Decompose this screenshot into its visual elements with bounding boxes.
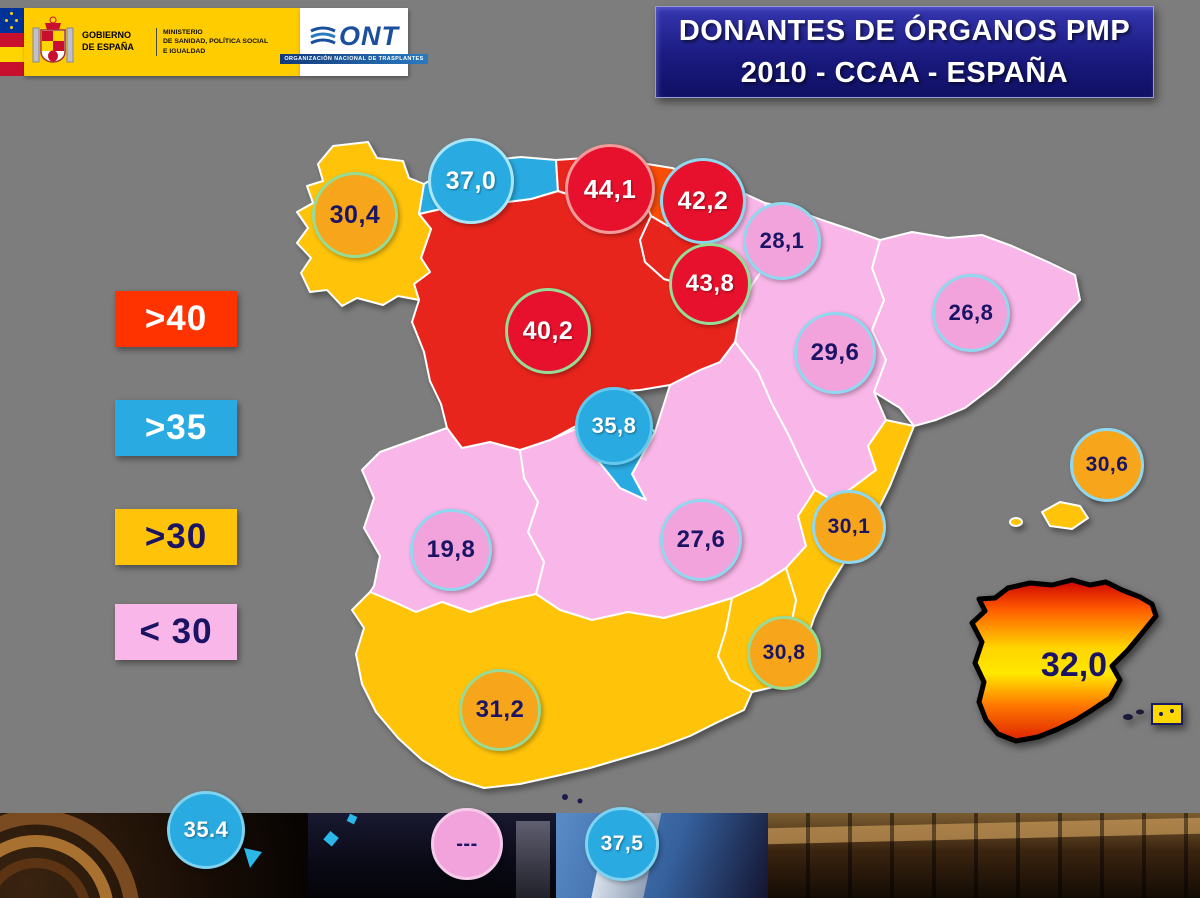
- inset-canarias-box: [1151, 703, 1183, 725]
- spain-flag-red-band: [0, 33, 24, 47]
- region-navarra: [689, 191, 773, 294]
- value-bubble-pais-vasco: 42,2: [660, 158, 746, 244]
- slide-title: DONANTES DE ÓRGANOS PMP 2010 - CCAA - ES…: [655, 6, 1154, 98]
- value-bubble-extremadura: 19,8: [410, 509, 492, 591]
- value-bubble-cataluna: 26,8: [932, 274, 1010, 352]
- ministry-line1: MINISTERIO: [163, 29, 203, 37]
- value-bubble-andalucia: 31,2: [459, 669, 541, 751]
- legend-item-gt30: >30: [115, 509, 237, 565]
- value-bubble-madrid: 35,8: [575, 387, 653, 465]
- value-bubble-murcia: 30,8: [747, 616, 821, 690]
- value-bubble-asturias: 37,0: [428, 138, 514, 224]
- eu-spain-flag-strip: [0, 8, 24, 76]
- slide-title-line2: 2010 - CCAA - ESPAÑA: [740, 57, 1069, 89]
- ont-swoosh-icon: [310, 26, 336, 45]
- ceiling-arcs-decoration: [0, 809, 139, 898]
- ministry-line3: E IGUALDAD: [163, 47, 206, 55]
- footer-photo-skyscraper: [556, 813, 768, 898]
- ministry-name: MINISTERIO DE SANIDAD, POLÍTICA SOCIAL E…: [156, 28, 289, 56]
- region-andalucia: [351, 591, 753, 789]
- footer-photo-night-building: [308, 813, 556, 898]
- footer-photo-auditorium: [0, 809, 308, 898]
- building-silhouette: [516, 821, 550, 898]
- ont-logo: ONT ORGANIZACIÓN NACIONAL DE TRASPLANTES: [280, 8, 428, 76]
- region-c-valenciana: [785, 419, 915, 643]
- value-bubble-castilla-la-mancha: 27,6: [660, 499, 742, 581]
- national-average-value: 32,0: [1040, 646, 1108, 684]
- value-bubble-cantabria: 44,1: [565, 144, 655, 234]
- region-cantabria: [555, 156, 644, 201]
- value-bubble-navarra: 28,1: [743, 202, 821, 280]
- slide-title-line1: DONANTES DE ÓRGANOS PMP: [678, 14, 1131, 47]
- value-bubble-aragon: 29,6: [794, 312, 876, 394]
- region-castilla-la-mancha: [519, 341, 816, 621]
- eu-flag-icon: [0, 8, 24, 34]
- gibraltar-dot: [562, 794, 568, 800]
- value-bubble-castilla-y-leon: 40,2: [505, 288, 591, 374]
- region-extremadura: [361, 427, 545, 613]
- region-aragon: [734, 202, 887, 501]
- region-baleares-mallorca: [1041, 501, 1089, 530]
- region-castilla-y-leon: [411, 190, 741, 451]
- value-bubble-la-rioja: 43,8: [669, 243, 751, 325]
- legend-item-gt40: >40: [115, 291, 237, 347]
- ont-subtitle: ORGANIZACIÓN NACIONAL DE TRASPLANTES: [280, 53, 428, 64]
- region-madrid: [579, 391, 656, 501]
- government-logo: GOBIERNO DE ESPAÑA MINISTERIO DE SANIDAD…: [24, 8, 300, 76]
- government-name-line2: DE ESPAÑA: [82, 42, 134, 52]
- region-cataluna: [871, 231, 1081, 427]
- value-bubble-c-valenciana: 30,1: [812, 490, 886, 564]
- legend-item-gt35: >35: [115, 400, 237, 456]
- region-galicia: [296, 141, 432, 307]
- spain-flag-red-band-2: [0, 62, 24, 76]
- footer-photo-brown-building: [768, 813, 1200, 898]
- region-baleares-menorca: [1088, 489, 1104, 499]
- legend-item-lt30: < 30: [115, 604, 237, 660]
- peninsula-regions: [296, 141, 1104, 789]
- value-bubble-baleares: 30,6: [1070, 428, 1144, 502]
- government-name-line1: GOBIERNO: [82, 30, 132, 41]
- region-la-rioja: [639, 215, 714, 288]
- tower-silhouette: [589, 813, 663, 898]
- spain-coat-of-arms-icon: [24, 14, 82, 70]
- region-asturias: [418, 156, 559, 215]
- window-lines: [768, 813, 1200, 898]
- strait-dot: [577, 798, 583, 804]
- value-bubble-galicia: 30,4: [312, 172, 398, 258]
- ont-acronym: ONT: [339, 20, 399, 51]
- government-name: GOBIERNO DE ESPAÑA: [82, 30, 156, 53]
- spain-flag-yellow-band: [0, 46, 24, 63]
- inset-island-2: [1136, 709, 1144, 715]
- inset-canarias-dot-1: [1159, 712, 1163, 716]
- inset-canarias-dot-2: [1170, 709, 1174, 713]
- ministry-line2: DE SANIDAD, POLÍTICA SOCIAL: [163, 38, 269, 46]
- region-baleares-ibiza: [1009, 517, 1023, 527]
- inset-island-1: [1123, 714, 1133, 720]
- footer-photo-strip: [0, 809, 1200, 898]
- region-pais-vasco: [640, 162, 742, 227]
- region-murcia: [717, 567, 807, 693]
